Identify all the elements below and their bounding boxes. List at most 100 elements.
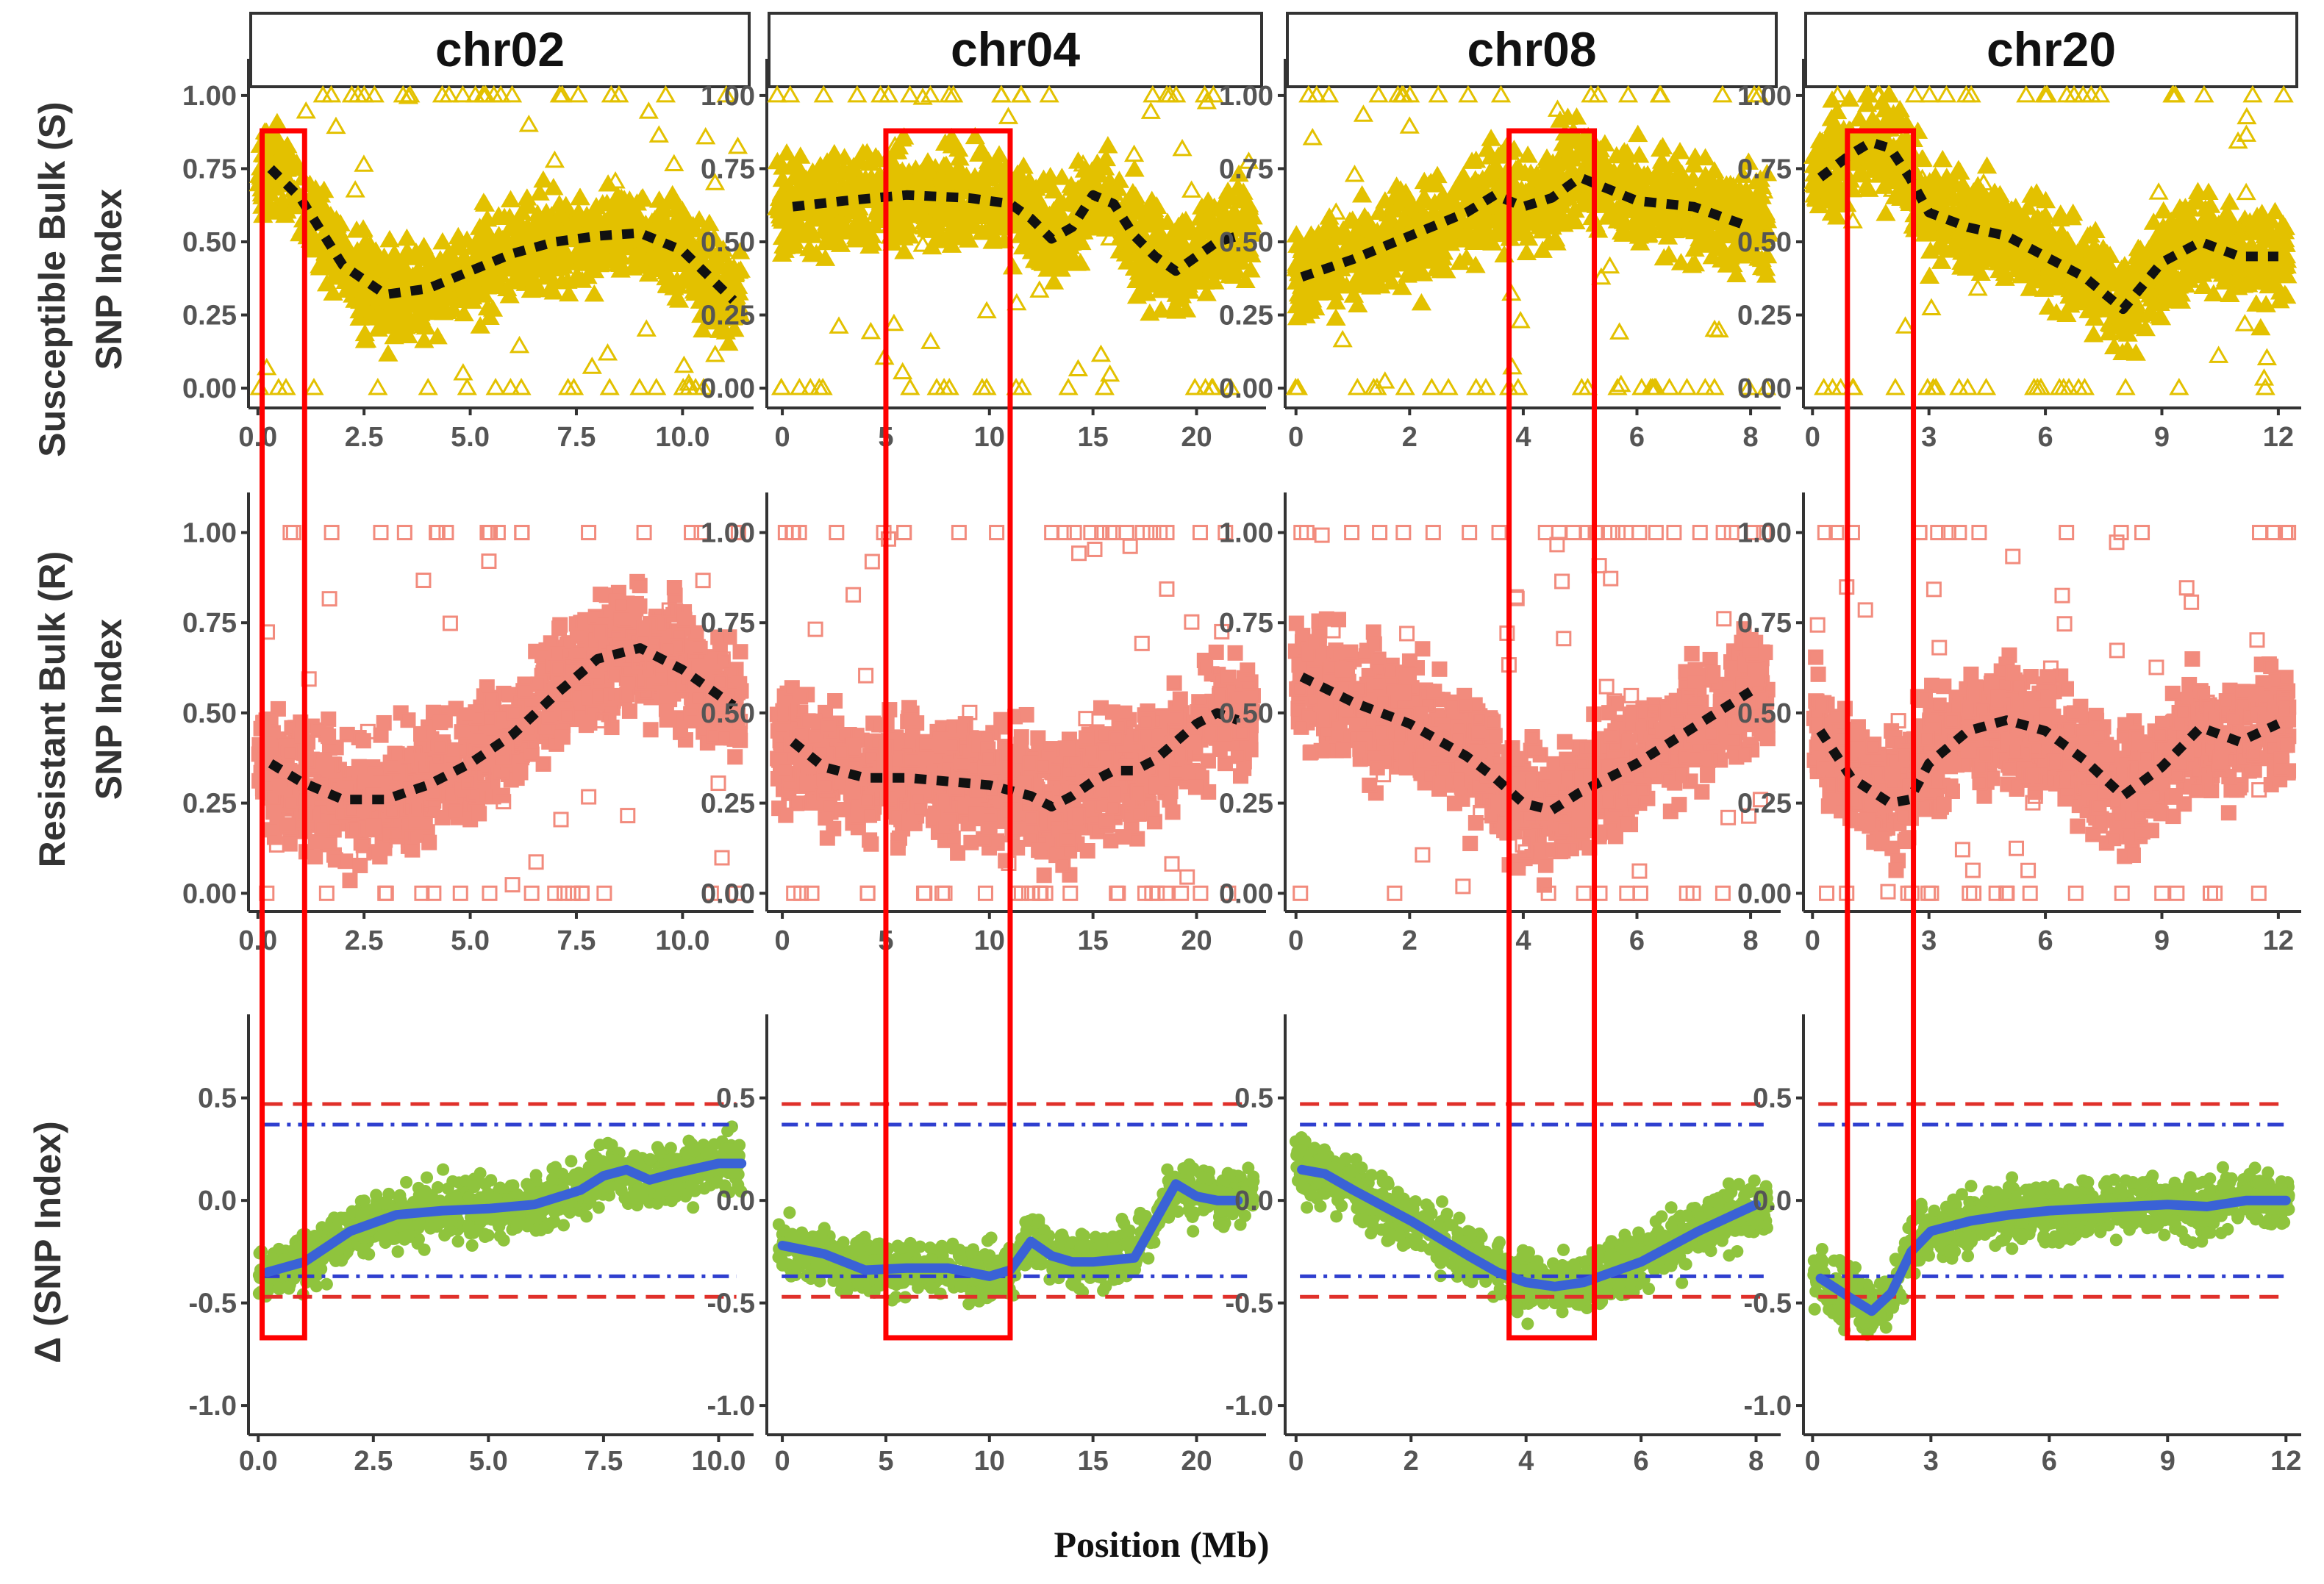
snp-point [273, 778, 289, 795]
snp-point [1123, 144, 1145, 162]
snp-point [485, 789, 501, 805]
snp-point [767, 85, 787, 103]
snp-point [664, 154, 684, 172]
snp-point [624, 246, 645, 264]
snp-point [567, 209, 587, 226]
snp-point [523, 746, 540, 762]
snp-point [376, 714, 392, 731]
snp-point [730, 242, 751, 259]
snp-point [305, 179, 326, 197]
delta-point [437, 1163, 450, 1176]
snp-point [457, 378, 477, 395]
snp-point [276, 201, 297, 219]
x-tick-label: 0 [775, 422, 790, 453]
snp-point [695, 223, 716, 241]
snp-point [847, 85, 868, 103]
snp-point [581, 789, 597, 805]
delta-point [479, 1178, 492, 1191]
snp-point [326, 116, 346, 135]
snp-point [554, 729, 571, 745]
snp-point [432, 232, 453, 250]
snp-point [571, 645, 587, 661]
snp-point [396, 228, 417, 246]
snp-point [618, 612, 634, 628]
snp-point [638, 101, 659, 119]
delta-point [628, 1149, 641, 1162]
snp-point [1143, 85, 1163, 103]
x-tick-label: 0.0 [239, 1446, 278, 1477]
snp-point [279, 817, 296, 833]
snp-point [374, 253, 396, 271]
snp-point [432, 739, 448, 755]
snp-point [357, 773, 373, 789]
snp-point [264, 822, 280, 838]
snp-point [327, 852, 343, 868]
delta-point [673, 1181, 686, 1194]
delta-point [446, 1175, 460, 1188]
delta-point [605, 1139, 618, 1152]
snp-point [593, 587, 609, 603]
y-tick-label: 0.75 [701, 608, 755, 639]
x-tick-label: 5.0 [451, 925, 490, 956]
snp-point [619, 687, 635, 703]
snp-point [684, 525, 700, 541]
delta-point [282, 1280, 295, 1294]
snp-point [321, 728, 337, 745]
snp-point [379, 229, 400, 248]
snp-point [597, 343, 618, 361]
snp-point [413, 315, 434, 334]
y-tick-label: 0.5 [198, 1083, 237, 1114]
snp-point [1090, 344, 1112, 362]
snp-point [282, 836, 298, 852]
x-tick-label: 15 [1077, 422, 1108, 453]
snp-point [283, 795, 299, 811]
x-tick-label: 5.0 [469, 1446, 508, 1477]
snp-point [365, 818, 382, 834]
snp-point [415, 573, 432, 589]
delta-point [391, 1245, 404, 1258]
snp-point [400, 712, 416, 728]
snp-point [659, 192, 680, 210]
snp-point [976, 301, 997, 319]
panel-chr02-resistant: 0.000.250.500.751.000.0 2.5 5.0 7.5 10.0 [182, 492, 754, 956]
delta-point [474, 1191, 487, 1204]
snp-point [714, 850, 730, 866]
snp-point [373, 525, 389, 541]
snp-point [454, 724, 470, 740]
y-tick-label: 0.50 [182, 698, 237, 729]
snp-point [1124, 160, 1145, 177]
snp-point [581, 525, 597, 541]
snp-point [727, 136, 748, 154]
snp-point [998, 107, 1019, 124]
delta-point [512, 1216, 526, 1229]
y-axis-label-line: SNP Index [88, 189, 129, 370]
delta-point [504, 1179, 518, 1192]
y-tick-label: 1.00 [182, 518, 237, 549]
snp-point [551, 620, 568, 637]
y-tick-label: 0.75 [182, 154, 237, 184]
delta-point [548, 1205, 561, 1219]
snp-point [1227, 645, 1243, 661]
y-tick-label: -1.0 [189, 1391, 237, 1422]
snp-point [408, 800, 424, 816]
snp-point [530, 676, 546, 692]
snp-point [296, 101, 316, 119]
delta-point [357, 1231, 371, 1244]
snp-point [718, 333, 739, 351]
snp-point [321, 835, 337, 851]
snp-point [900, 378, 920, 395]
panel-chr02-susceptible: 0.000.250.500.751.000.0 2.5 5.0 7.5 10.0 [182, 59, 754, 453]
snp-point [596, 885, 612, 901]
delta-point [615, 1183, 628, 1197]
delta-point [470, 1224, 483, 1237]
snp-point [303, 240, 323, 258]
snp-point [396, 525, 412, 541]
snp-point [660, 641, 676, 657]
snp-point [442, 615, 458, 631]
snp-point [404, 842, 421, 858]
snp-point [353, 246, 373, 263]
snp-point [690, 639, 706, 655]
y-tick-label: 0.75 [182, 608, 237, 639]
snp-point [632, 578, 648, 594]
